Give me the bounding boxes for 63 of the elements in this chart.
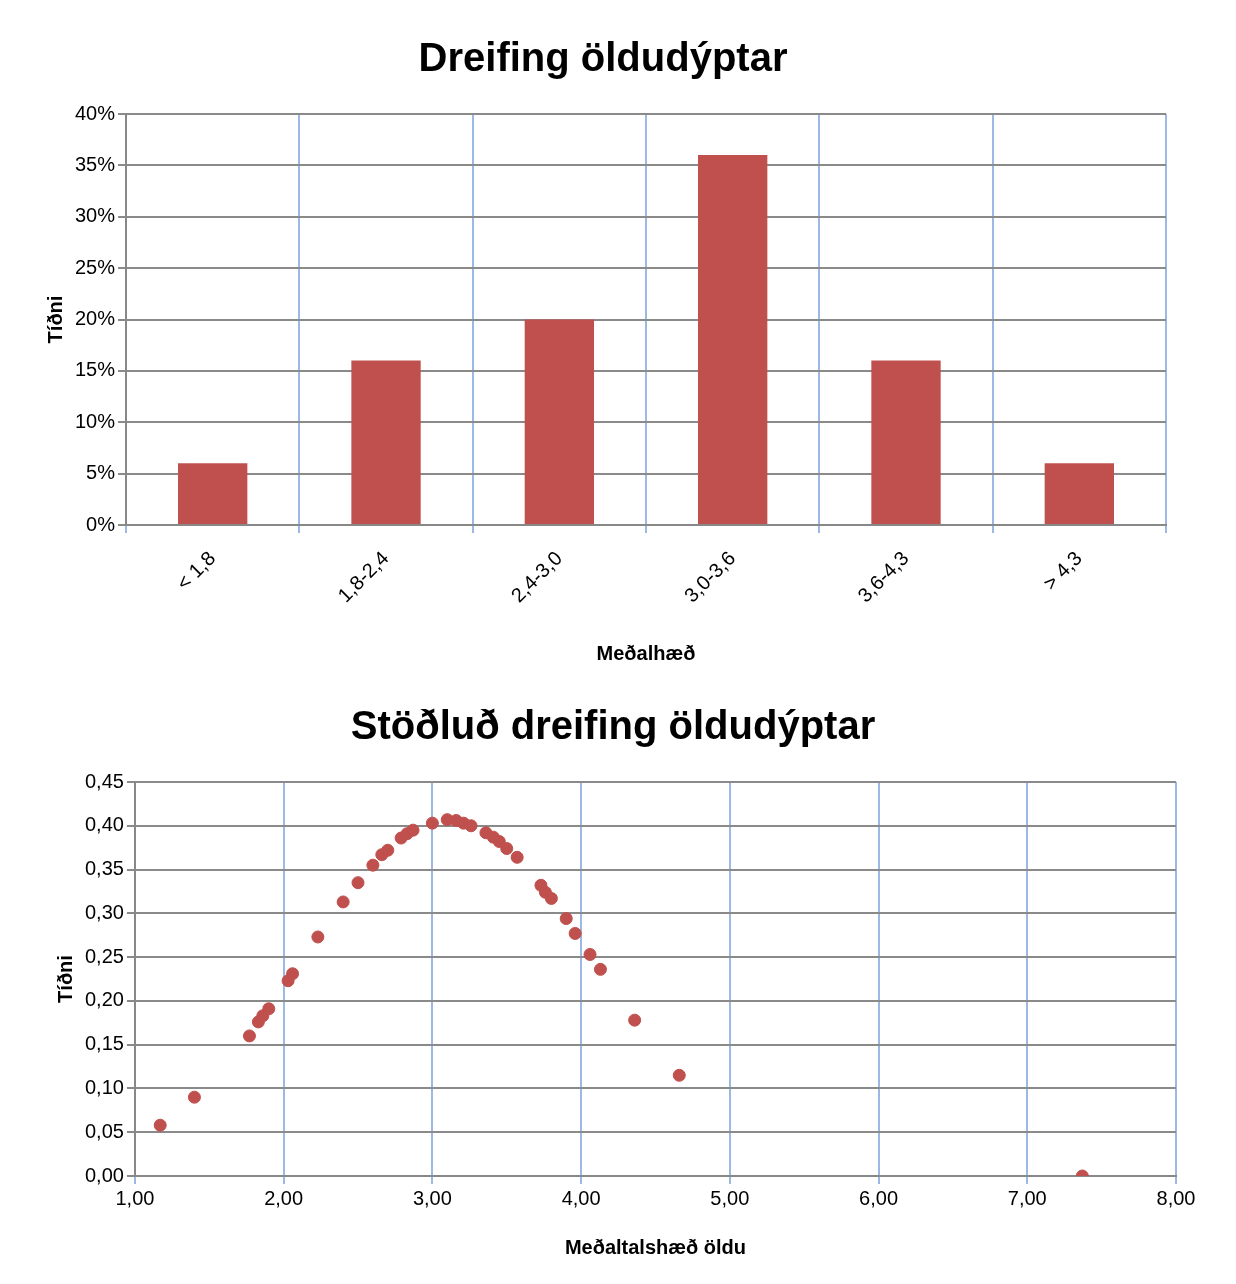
y-tick-label: 15% bbox=[75, 358, 116, 381]
x-tick-label: 3,00 bbox=[412, 1186, 452, 1209]
y-tick-label: 0,15 bbox=[84, 1032, 124, 1055]
x-tick-label: 7,00 bbox=[1007, 1186, 1047, 1209]
y-tick-label: 5% bbox=[86, 461, 116, 484]
y-tick-label: 0,25 bbox=[84, 944, 124, 967]
y-tick-label: 0,45 bbox=[84, 769, 124, 792]
point bbox=[187, 1090, 201, 1104]
y-tick-label: 0,35 bbox=[84, 857, 124, 880]
point bbox=[672, 1068, 686, 1082]
point bbox=[464, 819, 478, 833]
point bbox=[593, 962, 607, 976]
y-tick-label: 0% bbox=[86, 512, 116, 535]
x-tick-label: 5,00 bbox=[710, 1186, 750, 1209]
x-tick-label: 6,00 bbox=[859, 1186, 899, 1209]
point bbox=[153, 1118, 167, 1132]
x-axis-title: Meðaltalshæð öldu bbox=[564, 1235, 747, 1258]
chart-title: Stöðluð dreifing öldudýptar bbox=[350, 703, 876, 748]
point bbox=[544, 891, 558, 905]
bar bbox=[871, 360, 941, 524]
point bbox=[336, 895, 350, 909]
bar bbox=[178, 463, 248, 524]
bar bbox=[698, 155, 768, 524]
bar bbox=[524, 319, 595, 524]
point bbox=[262, 1002, 276, 1016]
point bbox=[500, 842, 514, 856]
bar bbox=[1044, 463, 1114, 524]
x-tick-label: 2,00 bbox=[264, 1186, 304, 1209]
x-tick-label: < 1,8 bbox=[172, 546, 220, 595]
bar bbox=[351, 360, 421, 524]
point bbox=[351, 876, 365, 890]
y-tick-label: 0,10 bbox=[84, 1075, 124, 1098]
chart-title: Dreifing öldudýptar bbox=[418, 35, 788, 80]
y-tick-label: 30% bbox=[75, 204, 116, 227]
point bbox=[286, 967, 300, 981]
point bbox=[510, 850, 524, 864]
y-tick-label: 25% bbox=[75, 255, 116, 278]
y-axis-title: Tíðni bbox=[53, 955, 76, 1003]
point bbox=[242, 1029, 256, 1043]
point bbox=[366, 858, 380, 872]
y-tick-label: 35% bbox=[75, 152, 116, 175]
point bbox=[425, 816, 439, 830]
point bbox=[381, 843, 395, 857]
x-tick-label: > 4,3 bbox=[1038, 546, 1087, 595]
y-tick-label: 0,40 bbox=[84, 813, 124, 836]
point bbox=[311, 930, 325, 944]
y-tick-label: 40% bbox=[75, 101, 116, 124]
point bbox=[568, 926, 582, 940]
point bbox=[406, 823, 420, 837]
y-tick-label: 0,20 bbox=[84, 988, 124, 1011]
x-tick-label: 1,00 bbox=[115, 1186, 155, 1209]
y-tick-label: 0,00 bbox=[84, 1163, 124, 1186]
point bbox=[583, 947, 597, 961]
point bbox=[628, 1013, 642, 1027]
x-axis-title: Meðalhæð bbox=[596, 641, 696, 664]
x-tick-label: 4,00 bbox=[561, 1186, 601, 1209]
y-tick-label: 20% bbox=[75, 307, 116, 330]
y-tick-label: 0,05 bbox=[84, 1119, 124, 1142]
point bbox=[559, 912, 573, 926]
x-tick-label: 8,00 bbox=[1156, 1186, 1196, 1209]
y-tick-label: 0,30 bbox=[84, 900, 124, 923]
y-axis-title: Tíðni bbox=[43, 295, 66, 344]
y-tick-label: 10% bbox=[75, 409, 116, 432]
